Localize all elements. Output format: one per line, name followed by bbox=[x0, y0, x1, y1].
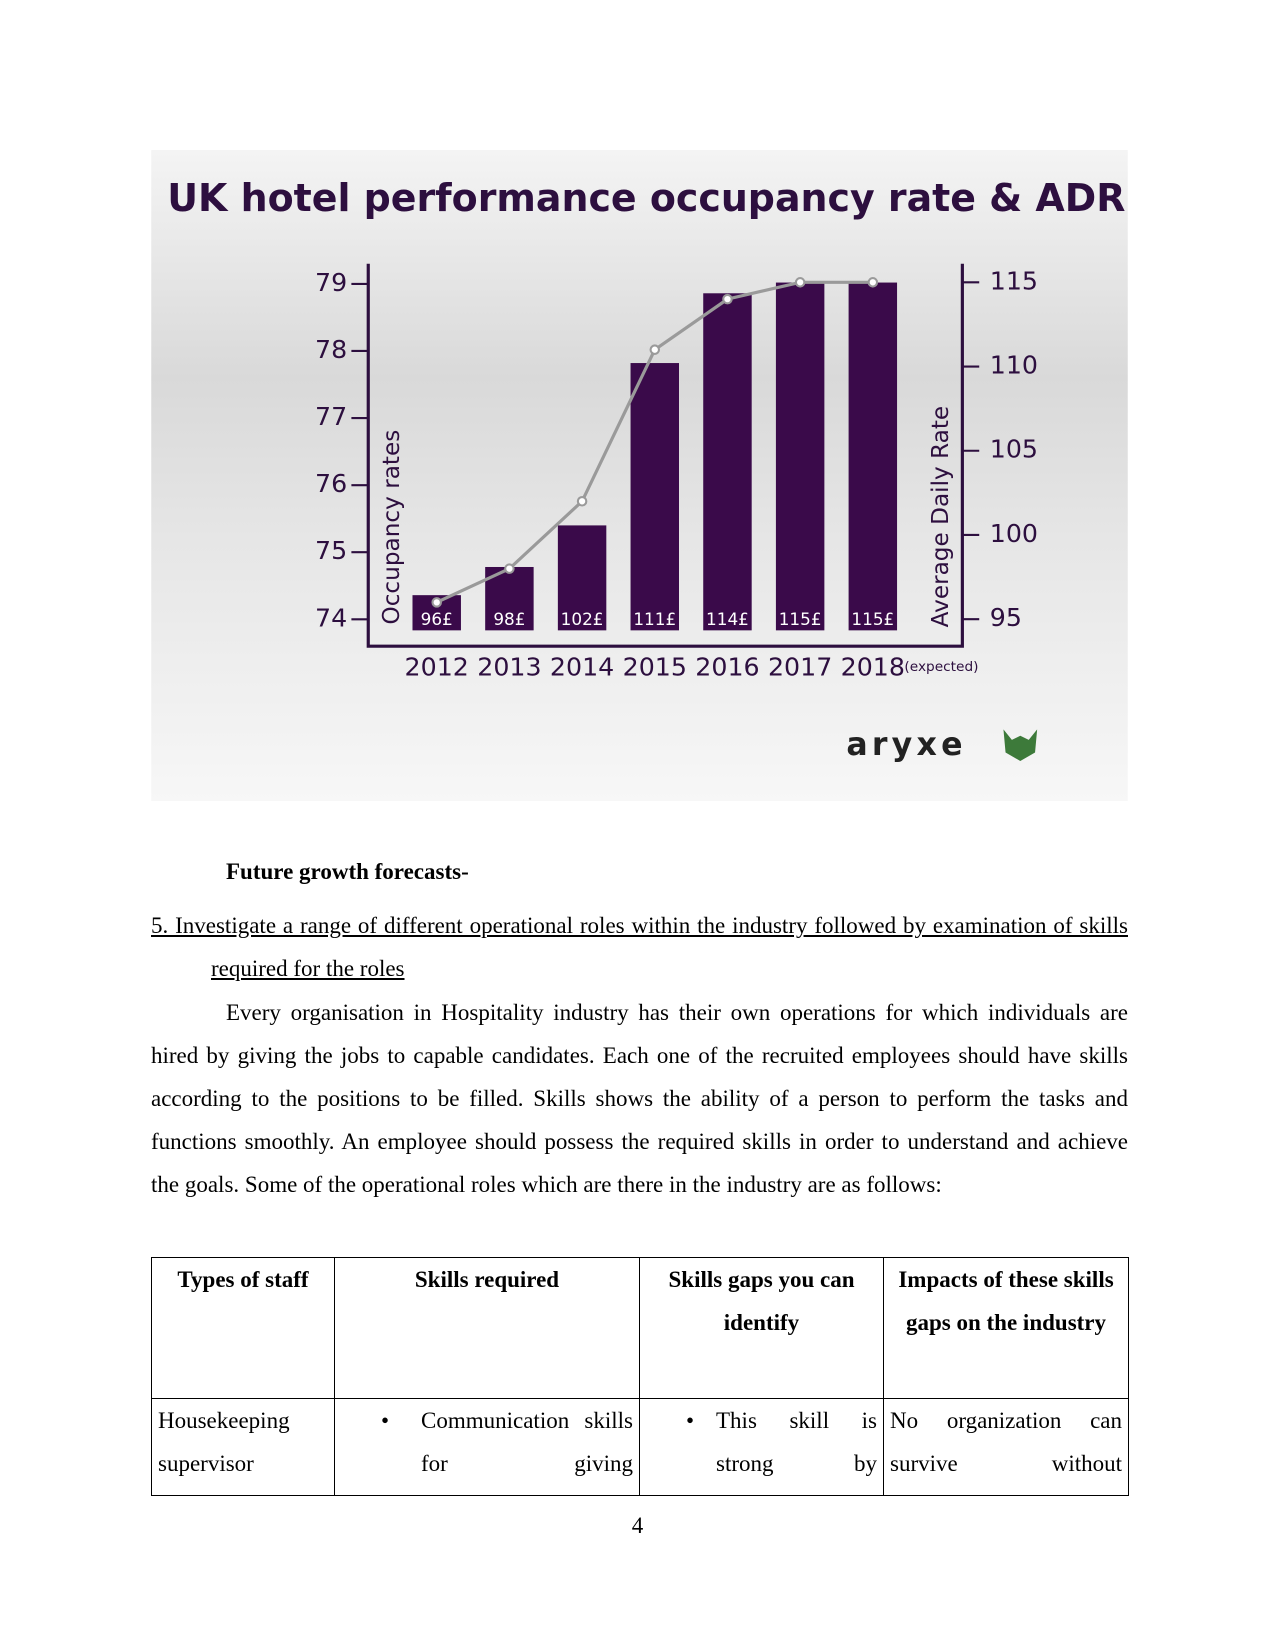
cell: No organization can survive without bbox=[883, 1398, 1129, 1496]
bullet-item: This skill is strong by bbox=[646, 1399, 877, 1485]
value-label: 115£ bbox=[779, 609, 822, 629]
line-point bbox=[431, 597, 442, 608]
value-label: 114£ bbox=[706, 609, 749, 629]
y2-axis-label: Average Daily Rate bbox=[927, 406, 954, 628]
y2-tick-label: 105 bbox=[990, 435, 1038, 464]
table-header: Types of staff Skills required Skills ga… bbox=[151, 1257, 1129, 1399]
chart-title: UK hotel performance occupancy rate & AD… bbox=[167, 176, 1125, 220]
y-tick-label: 79 bbox=[315, 268, 347, 297]
y-tick-label: 76 bbox=[315, 469, 347, 498]
value-label: 98£ bbox=[493, 609, 525, 629]
line-point bbox=[576, 496, 588, 507]
y-axis-label: Occupancy rates bbox=[378, 430, 405, 625]
logo: aryxe bbox=[846, 727, 966, 763]
y2-tick-label: 115 bbox=[990, 266, 1038, 295]
bar bbox=[848, 282, 898, 631]
bar bbox=[703, 293, 752, 631]
header-cell: Types of staff bbox=[151, 1257, 335, 1399]
value-label: 115£ bbox=[851, 609, 894, 629]
line-point bbox=[649, 344, 661, 355]
cell: Housekeeping supervisor bbox=[151, 1398, 335, 1496]
subheading: Future growth forecasts- bbox=[226, 859, 469, 884]
axes bbox=[366, 263, 964, 648]
line-point bbox=[504, 563, 515, 574]
header-cell: Skills required bbox=[334, 1257, 640, 1399]
line-point bbox=[867, 277, 879, 288]
table: Types of staff Skills required Skills ga… bbox=[151, 1257, 1129, 1496]
header-cell: Impacts of these skills gaps on the indu… bbox=[883, 1257, 1129, 1399]
y-tick-label: 74 bbox=[315, 603, 347, 632]
y2-tick-label: 100 bbox=[990, 519, 1038, 548]
y2-tick-label: 95 bbox=[990, 603, 1022, 632]
x-tick-label: 2013 bbox=[477, 652, 541, 681]
table-row: Housekeeping supervisor Communication sk… bbox=[151, 1398, 1129, 1496]
value-label: 96£ bbox=[421, 609, 453, 629]
y-tick-label: 78 bbox=[315, 335, 347, 364]
value-label: 102£ bbox=[561, 609, 604, 629]
x-tick-label: 2016 bbox=[695, 652, 759, 681]
cell: This skill is strong by bbox=[639, 1398, 884, 1496]
x-tick-label: 2018 bbox=[841, 652, 905, 681]
line-point bbox=[794, 277, 806, 288]
page-number: 4 bbox=[631, 1513, 644, 1538]
x-tick-label: 2015 bbox=[623, 652, 687, 681]
x-tick-label: 2017 bbox=[768, 652, 832, 681]
bar bbox=[775, 282, 825, 631]
cell: Communication skills for giving bbox=[334, 1398, 640, 1496]
chart: UK hotel performance occupancy rate & AD… bbox=[151, 150, 1128, 801]
section-heading: 5. Investigate a range of different oper… bbox=[151, 913, 1128, 981]
header-cell: Skills gaps you can identify bbox=[639, 1257, 884, 1399]
value-label: 111£ bbox=[633, 609, 676, 629]
x-tick-label: 2012 bbox=[405, 652, 469, 681]
bullet-item: Communication skills for giving bbox=[341, 1399, 633, 1485]
line-point bbox=[722, 293, 733, 305]
bar bbox=[557, 525, 607, 631]
paragraph: Every organisation in Hospitality indust… bbox=[151, 1000, 1128, 1197]
y-tick-label: 75 bbox=[315, 536, 347, 565]
bar bbox=[630, 363, 680, 631]
y2-tick-label: 110 bbox=[990, 351, 1038, 380]
annotation: (expected) bbox=[904, 659, 978, 675]
x-tick-label: 2014 bbox=[550, 652, 614, 681]
y-tick-label: 77 bbox=[315, 402, 347, 431]
logo-icon bbox=[1003, 729, 1038, 761]
